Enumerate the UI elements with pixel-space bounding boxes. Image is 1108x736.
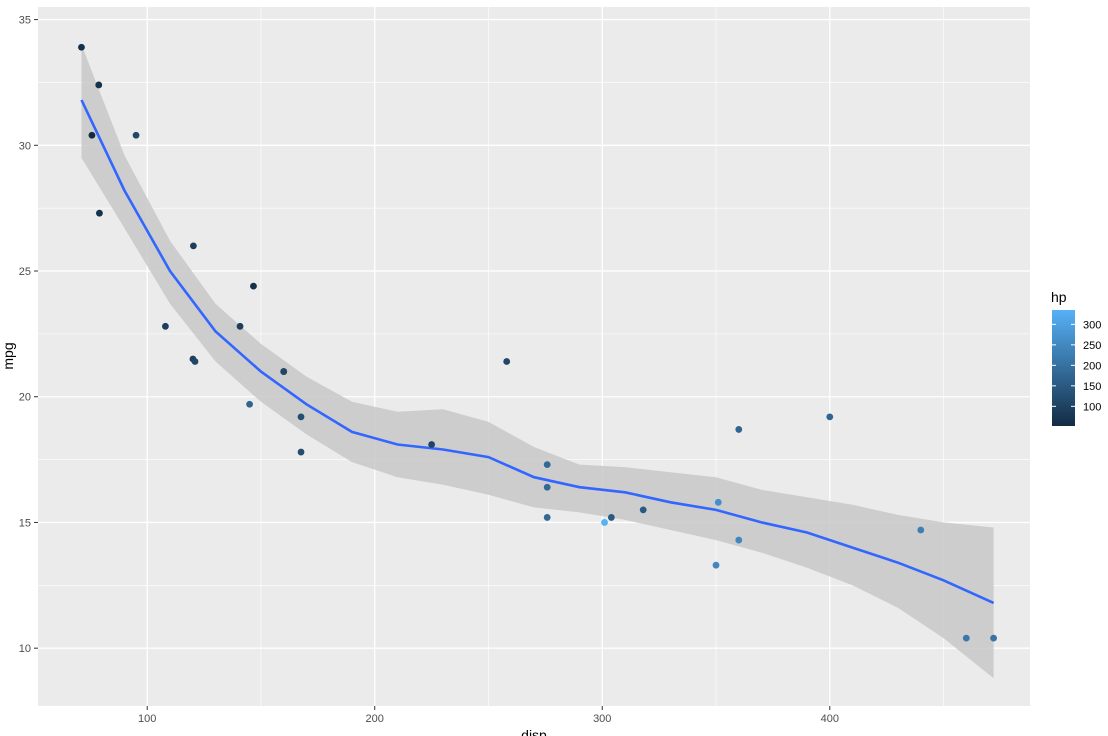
data-point	[297, 413, 305, 421]
legend-tick-label: 200	[1083, 360, 1101, 372]
grid-major	[38, 7, 1030, 706]
y-axis: 10 15 20 25 30 35	[19, 15, 38, 655]
data-point	[639, 506, 647, 514]
data-point	[714, 498, 722, 506]
data-point	[990, 634, 997, 642]
data-point	[236, 322, 244, 330]
x-axis: 100 200 300 400	[138, 706, 839, 725]
legend-tick-label: 100	[1083, 401, 1101, 413]
data-point	[95, 81, 103, 89]
plot-panel	[38, 7, 1030, 706]
data-point	[250, 282, 257, 290]
data-point	[917, 526, 925, 534]
data-point	[189, 242, 197, 250]
data-point	[428, 441, 436, 448]
x-tick-label: 100	[138, 713, 156, 725]
y-tick-label: 25	[19, 266, 31, 278]
points-layer	[78, 43, 997, 642]
data-point	[280, 368, 288, 375]
data-point	[503, 358, 511, 365]
smooth-confidence-band	[81, 44, 994, 679]
data-point	[962, 634, 970, 642]
x-tick-label: 400	[821, 713, 839, 725]
data-point	[162, 322, 169, 330]
smooth-line	[80, 99, 995, 605]
data-point	[543, 514, 551, 521]
y-tick-label: 30	[19, 140, 31, 152]
color-legend: hp 100 150 200 250 300	[1051, 289, 1101, 426]
legend-title: hp	[1051, 289, 1067, 305]
data-point	[601, 519, 608, 526]
data-point	[826, 413, 834, 421]
data-point	[543, 483, 551, 491]
y-tick-label: 35	[19, 15, 31, 27]
x-tick-label: 300	[593, 713, 611, 725]
data-point	[132, 131, 140, 139]
data-point	[735, 426, 743, 433]
y-tick-label: 20	[19, 392, 31, 404]
data-point	[712, 561, 720, 569]
legend-tick-label: 250	[1083, 340, 1101, 352]
y-tick-label: 10	[19, 643, 31, 655]
legend-tick-label: 300	[1083, 319, 1101, 331]
legend-ticks: 100 150 200 250 300	[1052, 319, 1101, 413]
y-axis-title: mpg	[0, 342, 16, 369]
data-point	[246, 400, 253, 408]
data-point	[543, 461, 551, 469]
legend-colorbar	[1052, 310, 1075, 426]
data-point	[297, 448, 305, 456]
data-point	[735, 536, 743, 544]
data-point	[96, 209, 103, 217]
x-axis-title: disp	[521, 727, 547, 736]
x-tick-label: 200	[366, 713, 384, 725]
y-tick-label: 15	[19, 517, 31, 529]
data-point	[607, 514, 615, 521]
legend-tick-label: 150	[1083, 381, 1101, 393]
data-point	[191, 358, 199, 365]
data-point	[88, 131, 96, 139]
data-point	[78, 43, 85, 51]
